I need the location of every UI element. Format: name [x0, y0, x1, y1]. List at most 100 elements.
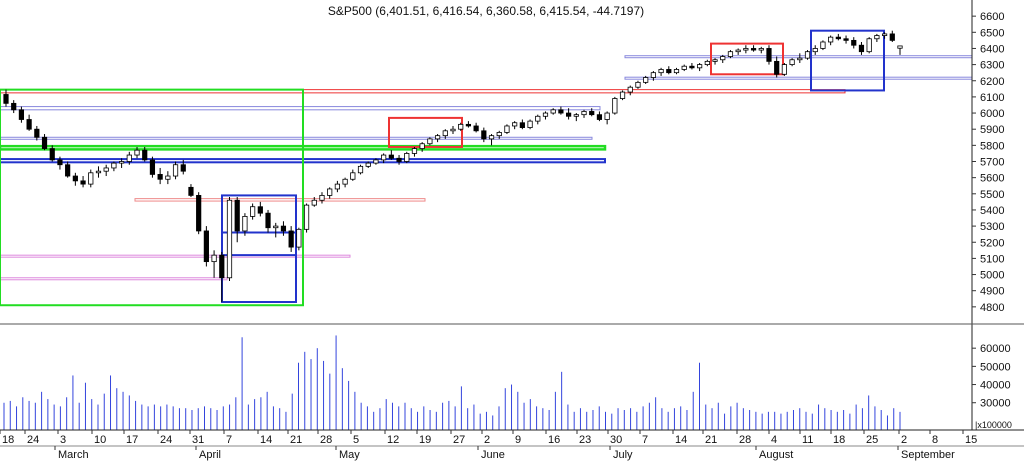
candle [72, 172, 78, 186]
candle-body-down [203, 230, 209, 263]
price-tick-label: 6600 [980, 11, 1004, 23]
candle [727, 50, 734, 59]
candle-body-down [257, 206, 263, 214]
candle-body-down [558, 109, 564, 114]
date-tick-label: 2 [484, 434, 490, 446]
candle [535, 114, 541, 125]
candle-body-up [712, 59, 718, 62]
candle [273, 222, 279, 238]
date-tick-label: 12 [387, 434, 399, 446]
price-tick-label: 5400 [980, 205, 1004, 217]
candle-body-down [288, 230, 294, 248]
candle-body-up [296, 228, 302, 248]
candle-body-down [889, 33, 895, 41]
candle-body-up [134, 149, 140, 156]
candle-body-up [327, 188, 333, 196]
candle-body-up [758, 48, 764, 51]
candle [843, 35, 849, 44]
candle-body-down [80, 180, 86, 185]
date-tick-label: 31 [192, 434, 204, 446]
candle [165, 171, 171, 185]
candle-body-up [673, 69, 680, 74]
candle-body-up [211, 254, 217, 263]
candle [342, 177, 348, 188]
overlay-band [0, 254, 351, 258]
month-label: July [613, 449, 633, 461]
candle-body-up [697, 64, 703, 69]
candle-body-up [311, 199, 317, 206]
candle [496, 130, 502, 139]
overlay-box [388, 116, 463, 148]
candle [558, 106, 564, 115]
date-tick-label: 30 [610, 434, 622, 446]
price-tick-label: 6200 [980, 76, 1004, 88]
candle-body-up [527, 120, 533, 128]
candle [835, 33, 841, 41]
candle [427, 137, 433, 146]
candle-body-up [550, 109, 556, 114]
candle-body-down [188, 186, 194, 196]
date-tick-label: 28 [320, 434, 332, 446]
candle [881, 32, 888, 39]
candle-body-down [265, 212, 271, 229]
candle [226, 197, 233, 282]
candle-body-up [488, 135, 495, 140]
price-tick-label: 5000 [980, 270, 1004, 282]
candle-body-up [496, 132, 502, 137]
candle [203, 226, 209, 267]
volume-multiplier-label: |x100000 [975, 420, 1012, 430]
candle-body-up [735, 49, 741, 53]
candle-body-down [72, 175, 78, 182]
month-label: May [339, 449, 360, 461]
candle [627, 85, 633, 96]
candle [303, 203, 310, 233]
candle-body-up [319, 195, 325, 201]
candle-body-up [866, 38, 872, 53]
candle-body-up [704, 60, 710, 65]
frame-layer [0, 0, 1024, 447]
candle [596, 111, 603, 122]
volume-layer [3, 335, 901, 430]
candle [442, 129, 448, 139]
overlay-box [710, 42, 784, 76]
candle-body-down [57, 159, 63, 166]
candle [704, 59, 710, 67]
candle [812, 45, 818, 55]
candle-body-down [481, 130, 487, 140]
candle [743, 45, 749, 54]
candle [327, 187, 333, 199]
candle-body-up [720, 56, 726, 61]
candle [758, 46, 764, 54]
candle [11, 100, 17, 114]
chart-title: S&P500 (6,401.51, 6,416.54, 6,360.58, 6,… [328, 4, 644, 18]
candle [188, 184, 194, 198]
candle-body-up [126, 154, 132, 162]
candle [797, 53, 803, 63]
candle [866, 37, 872, 54]
date-tick-label: 27 [453, 434, 465, 446]
candle [504, 124, 510, 135]
date-tick-label: 4 [771, 434, 777, 446]
date-tick-label: 16 [548, 434, 560, 446]
candle [789, 58, 795, 67]
candle-body-up [781, 64, 787, 75]
candle [365, 161, 371, 168]
candle [381, 153, 387, 164]
candle [512, 121, 518, 130]
candle-body-down [774, 60, 780, 75]
candle [111, 161, 117, 172]
candle [858, 41, 865, 55]
price-tick-label: 6500 [980, 27, 1004, 39]
candle-body-up [427, 138, 433, 145]
candle-body-up [242, 216, 248, 232]
candle-body-up [303, 204, 310, 230]
price-tick-label: 5100 [980, 253, 1004, 265]
date-tick-label: 10 [94, 434, 106, 446]
candle-body-up [434, 135, 441, 140]
candle [465, 121, 472, 128]
candle [774, 56, 780, 78]
candle-body-up [342, 178, 348, 185]
price-tick-label: 6300 [980, 60, 1004, 72]
candle-body-up [542, 112, 549, 117]
candle [41, 134, 48, 151]
